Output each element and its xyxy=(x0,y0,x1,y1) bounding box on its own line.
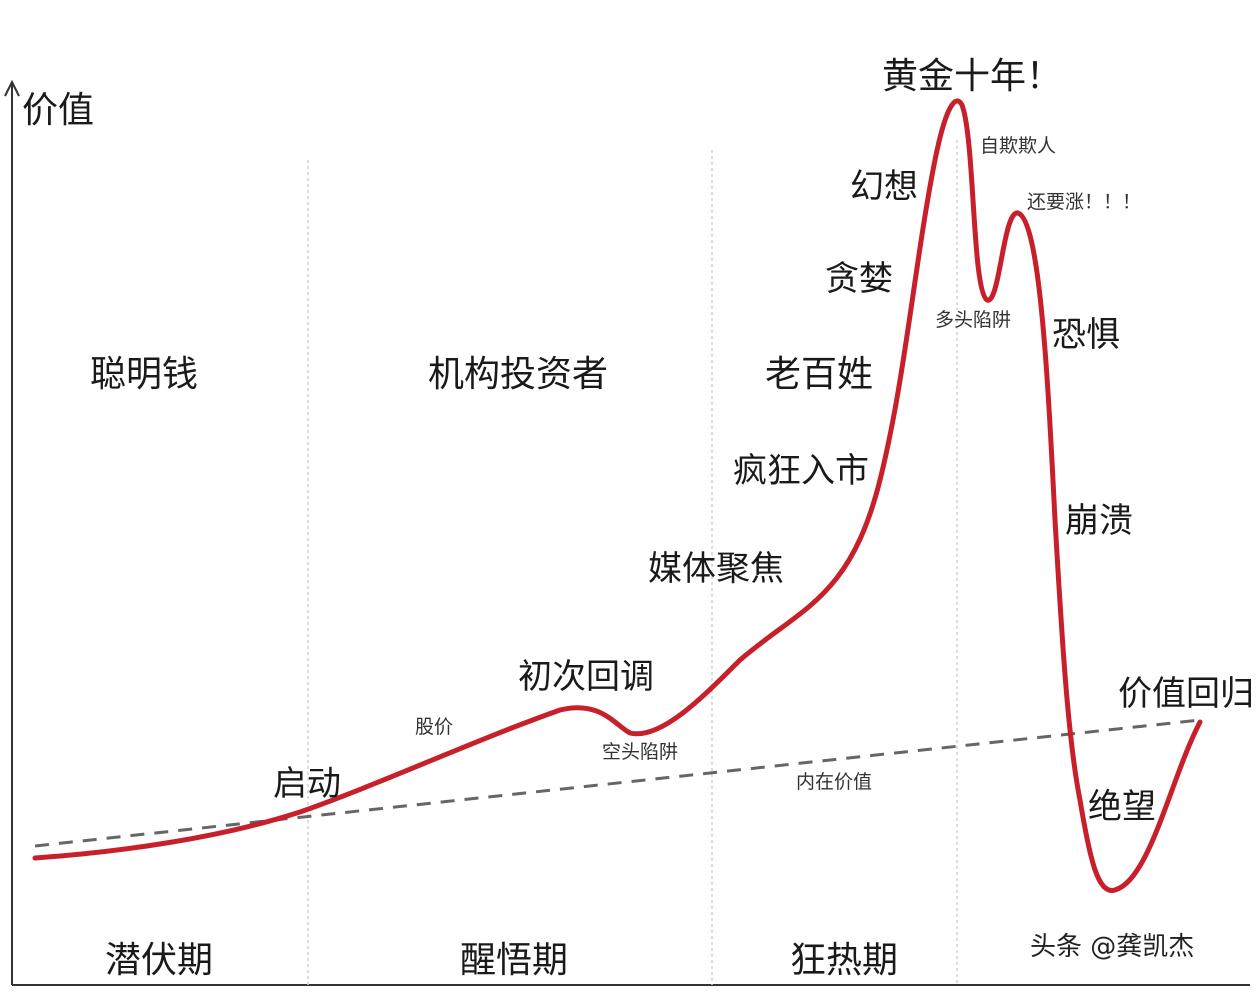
price-curve xyxy=(32,98,1203,893)
y-axis-label: 价值 xyxy=(22,90,94,131)
phase-mania: 狂热期 xyxy=(790,940,898,981)
phase-awakening: 醒悟期 xyxy=(460,940,568,981)
label-launch: 启动 xyxy=(273,764,341,804)
intrinsic-value-line xyxy=(34,718,1201,848)
phase-latent: 潜伏期 xyxy=(105,940,213,981)
label-despair: 绝望 xyxy=(1088,787,1156,827)
label-greed: 贪婪 xyxy=(825,259,893,299)
label-media-focus: 媒体聚焦 xyxy=(648,549,784,589)
investor-retail: 老百姓 xyxy=(765,354,873,395)
label-fantasy: 幻想 xyxy=(850,167,918,207)
label-first-pullback: 初次回调 xyxy=(518,657,654,697)
label-stock-price: 股价 xyxy=(415,716,453,738)
label-golden-decade: 黄金十年！ xyxy=(882,56,1062,97)
label-self-deception: 自欺欺人 xyxy=(980,135,1056,157)
investor-institutions: 机构投资者 xyxy=(428,354,608,395)
label-still-rising: 还要涨！！！ xyxy=(1027,191,1141,213)
label-bull-trap: 多头陷阱 xyxy=(935,309,1011,331)
label-mean-reversion: 价值回归 xyxy=(1118,674,1254,714)
watermark: 头条 @龚凯杰 xyxy=(1030,932,1194,962)
label-frenzy: 疯狂入市 xyxy=(733,451,869,491)
label-intrinsic-value: 内在价值 xyxy=(796,771,872,793)
label-fear: 恐惧 xyxy=(1052,315,1120,355)
investor-smart-money: 聪明钱 xyxy=(90,354,198,395)
label-bear-trap: 空头陷阱 xyxy=(602,741,678,763)
label-collapse: 崩溃 xyxy=(1065,501,1133,541)
y-axis-arrow xyxy=(4,79,20,97)
